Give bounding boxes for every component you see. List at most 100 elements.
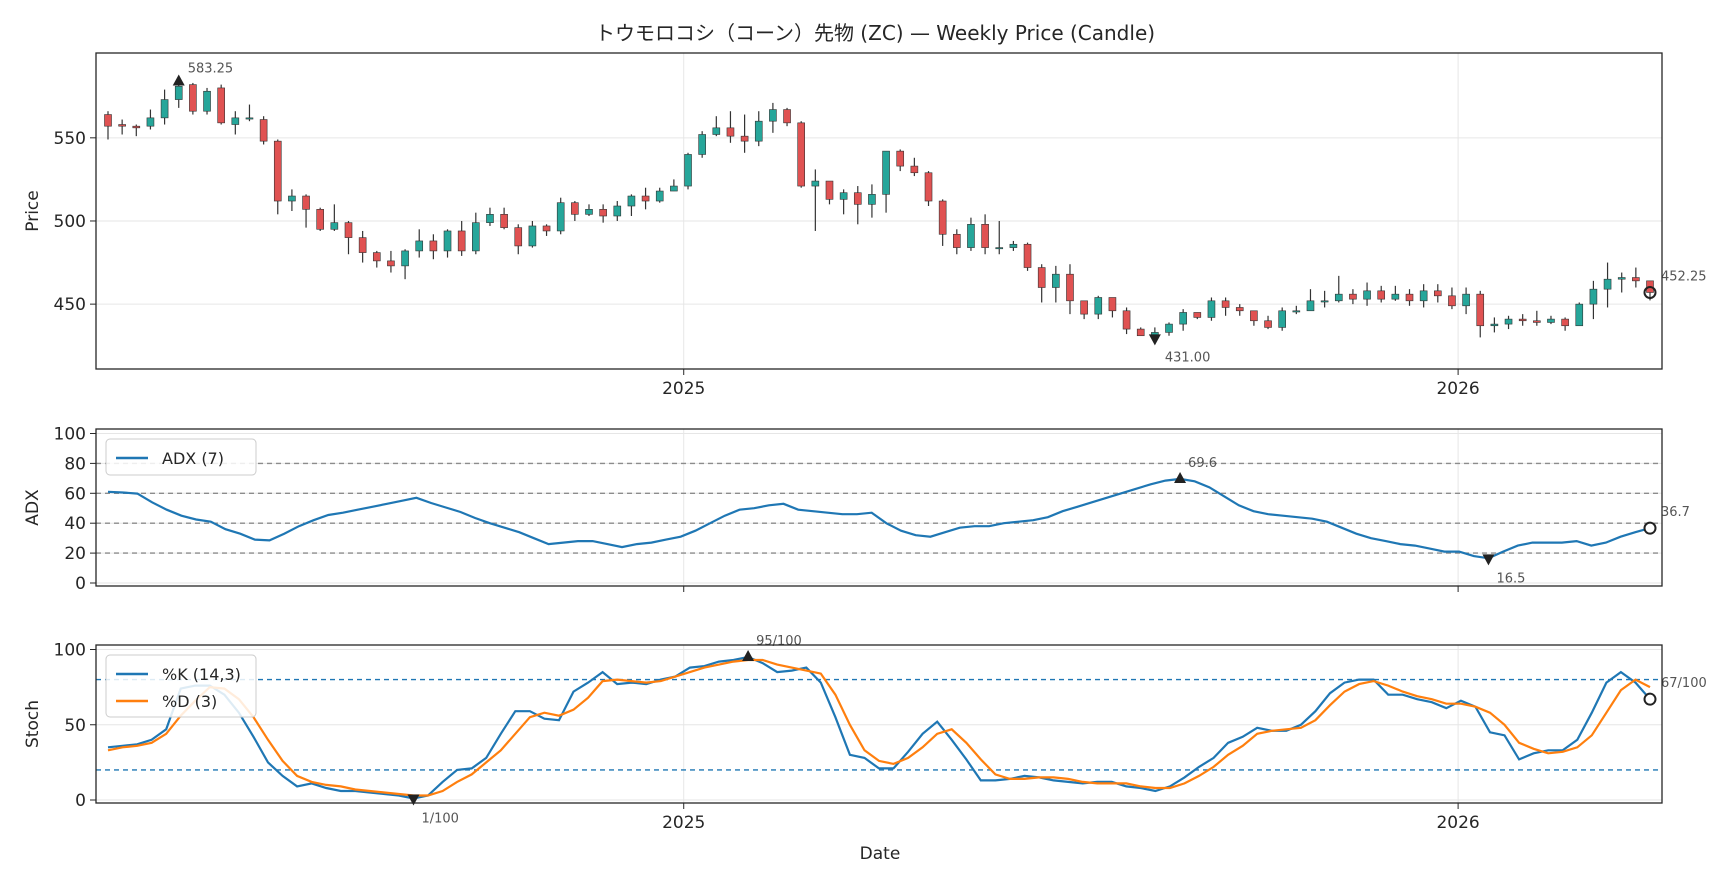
candle-body	[853, 192, 862, 205]
candle-body	[1561, 318, 1569, 327]
candle-body	[1306, 300, 1315, 312]
last-marker	[1643, 285, 1657, 299]
candle-body	[1235, 307, 1244, 312]
candle-body	[1377, 290, 1386, 300]
candle-body	[1278, 310, 1286, 328]
candle-body	[1334, 293, 1343, 302]
candle-body	[1419, 290, 1428, 302]
candle-body	[967, 224, 975, 248]
plot-frame	[95, 644, 1663, 804]
stoch-panel: 2025 2026 0 50 100 Stoch 95/100 1/100 67/100 %K (…	[23, 634, 1707, 833]
candle-body	[1066, 273, 1074, 302]
candle-body	[599, 209, 607, 217]
candle-body	[585, 209, 593, 215]
candle-body	[189, 84, 197, 112]
candle-body	[174, 85, 183, 100]
candle-body	[839, 192, 848, 200]
legend-label: %D (3)	[162, 692, 217, 711]
series-line-0	[107, 477, 1651, 560]
candle-body	[1575, 303, 1584, 327]
max-marker	[1174, 471, 1187, 483]
candle-body	[556, 202, 565, 232]
candle-body	[726, 127, 735, 137]
max-annotation: 69.6	[1188, 456, 1217, 471]
min-marker	[1482, 554, 1495, 566]
min-annotation: 431.00	[1165, 350, 1211, 365]
candle-body	[1363, 290, 1371, 300]
candle-body	[160, 99, 169, 119]
candle-body	[302, 195, 310, 210]
candle-body	[613, 205, 622, 217]
last-marker	[1643, 692, 1657, 706]
candle-body	[486, 214, 494, 223]
candle-body	[1617, 277, 1626, 280]
candle-body	[472, 222, 480, 252]
candle-body	[1462, 293, 1470, 307]
candle-body	[528, 225, 537, 247]
min-marker	[407, 794, 420, 806]
candle-body	[457, 230, 466, 252]
candle-body	[698, 134, 706, 155]
candle-body	[245, 117, 254, 120]
candle-body	[1108, 297, 1117, 312]
candle-body	[1490, 323, 1499, 327]
legend-label: %K (14,3)	[162, 665, 241, 684]
candle-body	[344, 222, 353, 238]
candle-body	[670, 185, 678, 192]
max-annotation: 583.25	[188, 62, 234, 77]
candle-body	[1221, 300, 1230, 308]
candle-body	[1518, 318, 1527, 322]
candle-body	[627, 195, 636, 207]
candle-body	[655, 190, 664, 202]
candle-body	[330, 222, 339, 230]
legend-box	[105, 438, 257, 476]
candle-body	[995, 247, 1004, 250]
candle-body	[924, 172, 933, 202]
candle-body	[684, 154, 692, 187]
candle-body	[1080, 300, 1088, 315]
y-tick-label: 500	[54, 212, 86, 232]
x-tick-label: 2025	[662, 379, 705, 399]
candle-body	[910, 165, 919, 174]
candle-body	[641, 195, 650, 202]
candle-body	[203, 90, 211, 112]
candle-body	[273, 140, 282, 202]
candle-body	[1476, 293, 1485, 327]
candle-body	[132, 125, 141, 129]
candle-body	[1292, 310, 1301, 313]
candle-body	[1533, 320, 1541, 323]
x-tick-label: 2025	[662, 813, 705, 833]
candle-body	[868, 194, 876, 205]
plot-frame	[95, 52, 1663, 370]
candle-body	[797, 122, 805, 187]
y-tick-label: 60	[64, 484, 86, 504]
y-tick-label: 0	[75, 574, 86, 594]
candle-body	[1094, 297, 1103, 315]
last-marker	[1643, 521, 1657, 535]
candle-body	[825, 180, 834, 200]
y-tick-label: 100	[54, 641, 86, 661]
candle-body	[1603, 278, 1612, 290]
y-tick-label: 50	[64, 716, 86, 736]
y-axis-label: Stoch	[23, 700, 43, 748]
min-annotation: 16.5	[1496, 571, 1525, 586]
candle-body	[429, 240, 438, 252]
candle-body	[372, 252, 381, 262]
candle-body	[104, 114, 112, 127]
last-annotation: 36.7	[1661, 505, 1690, 520]
candle-body	[358, 237, 367, 253]
candle-body	[1349, 293, 1357, 300]
y-tick-label: 40	[64, 514, 86, 534]
adx-panel: 0 20 40 60 80 100 ADX 69.6 16.5 36.7 ADX (7)	[23, 424, 1690, 594]
candle-body	[443, 230, 452, 252]
candle-body	[938, 200, 947, 235]
candle-body	[740, 135, 749, 142]
candle-body	[712, 127, 721, 135]
candle-body	[769, 109, 777, 122]
x-tick-label: 2026	[1436, 379, 1479, 399]
y-tick-label: 20	[64, 544, 86, 564]
candle-body	[288, 195, 296, 202]
candle-body	[1504, 318, 1513, 325]
series-line-1	[107, 658, 1651, 797]
